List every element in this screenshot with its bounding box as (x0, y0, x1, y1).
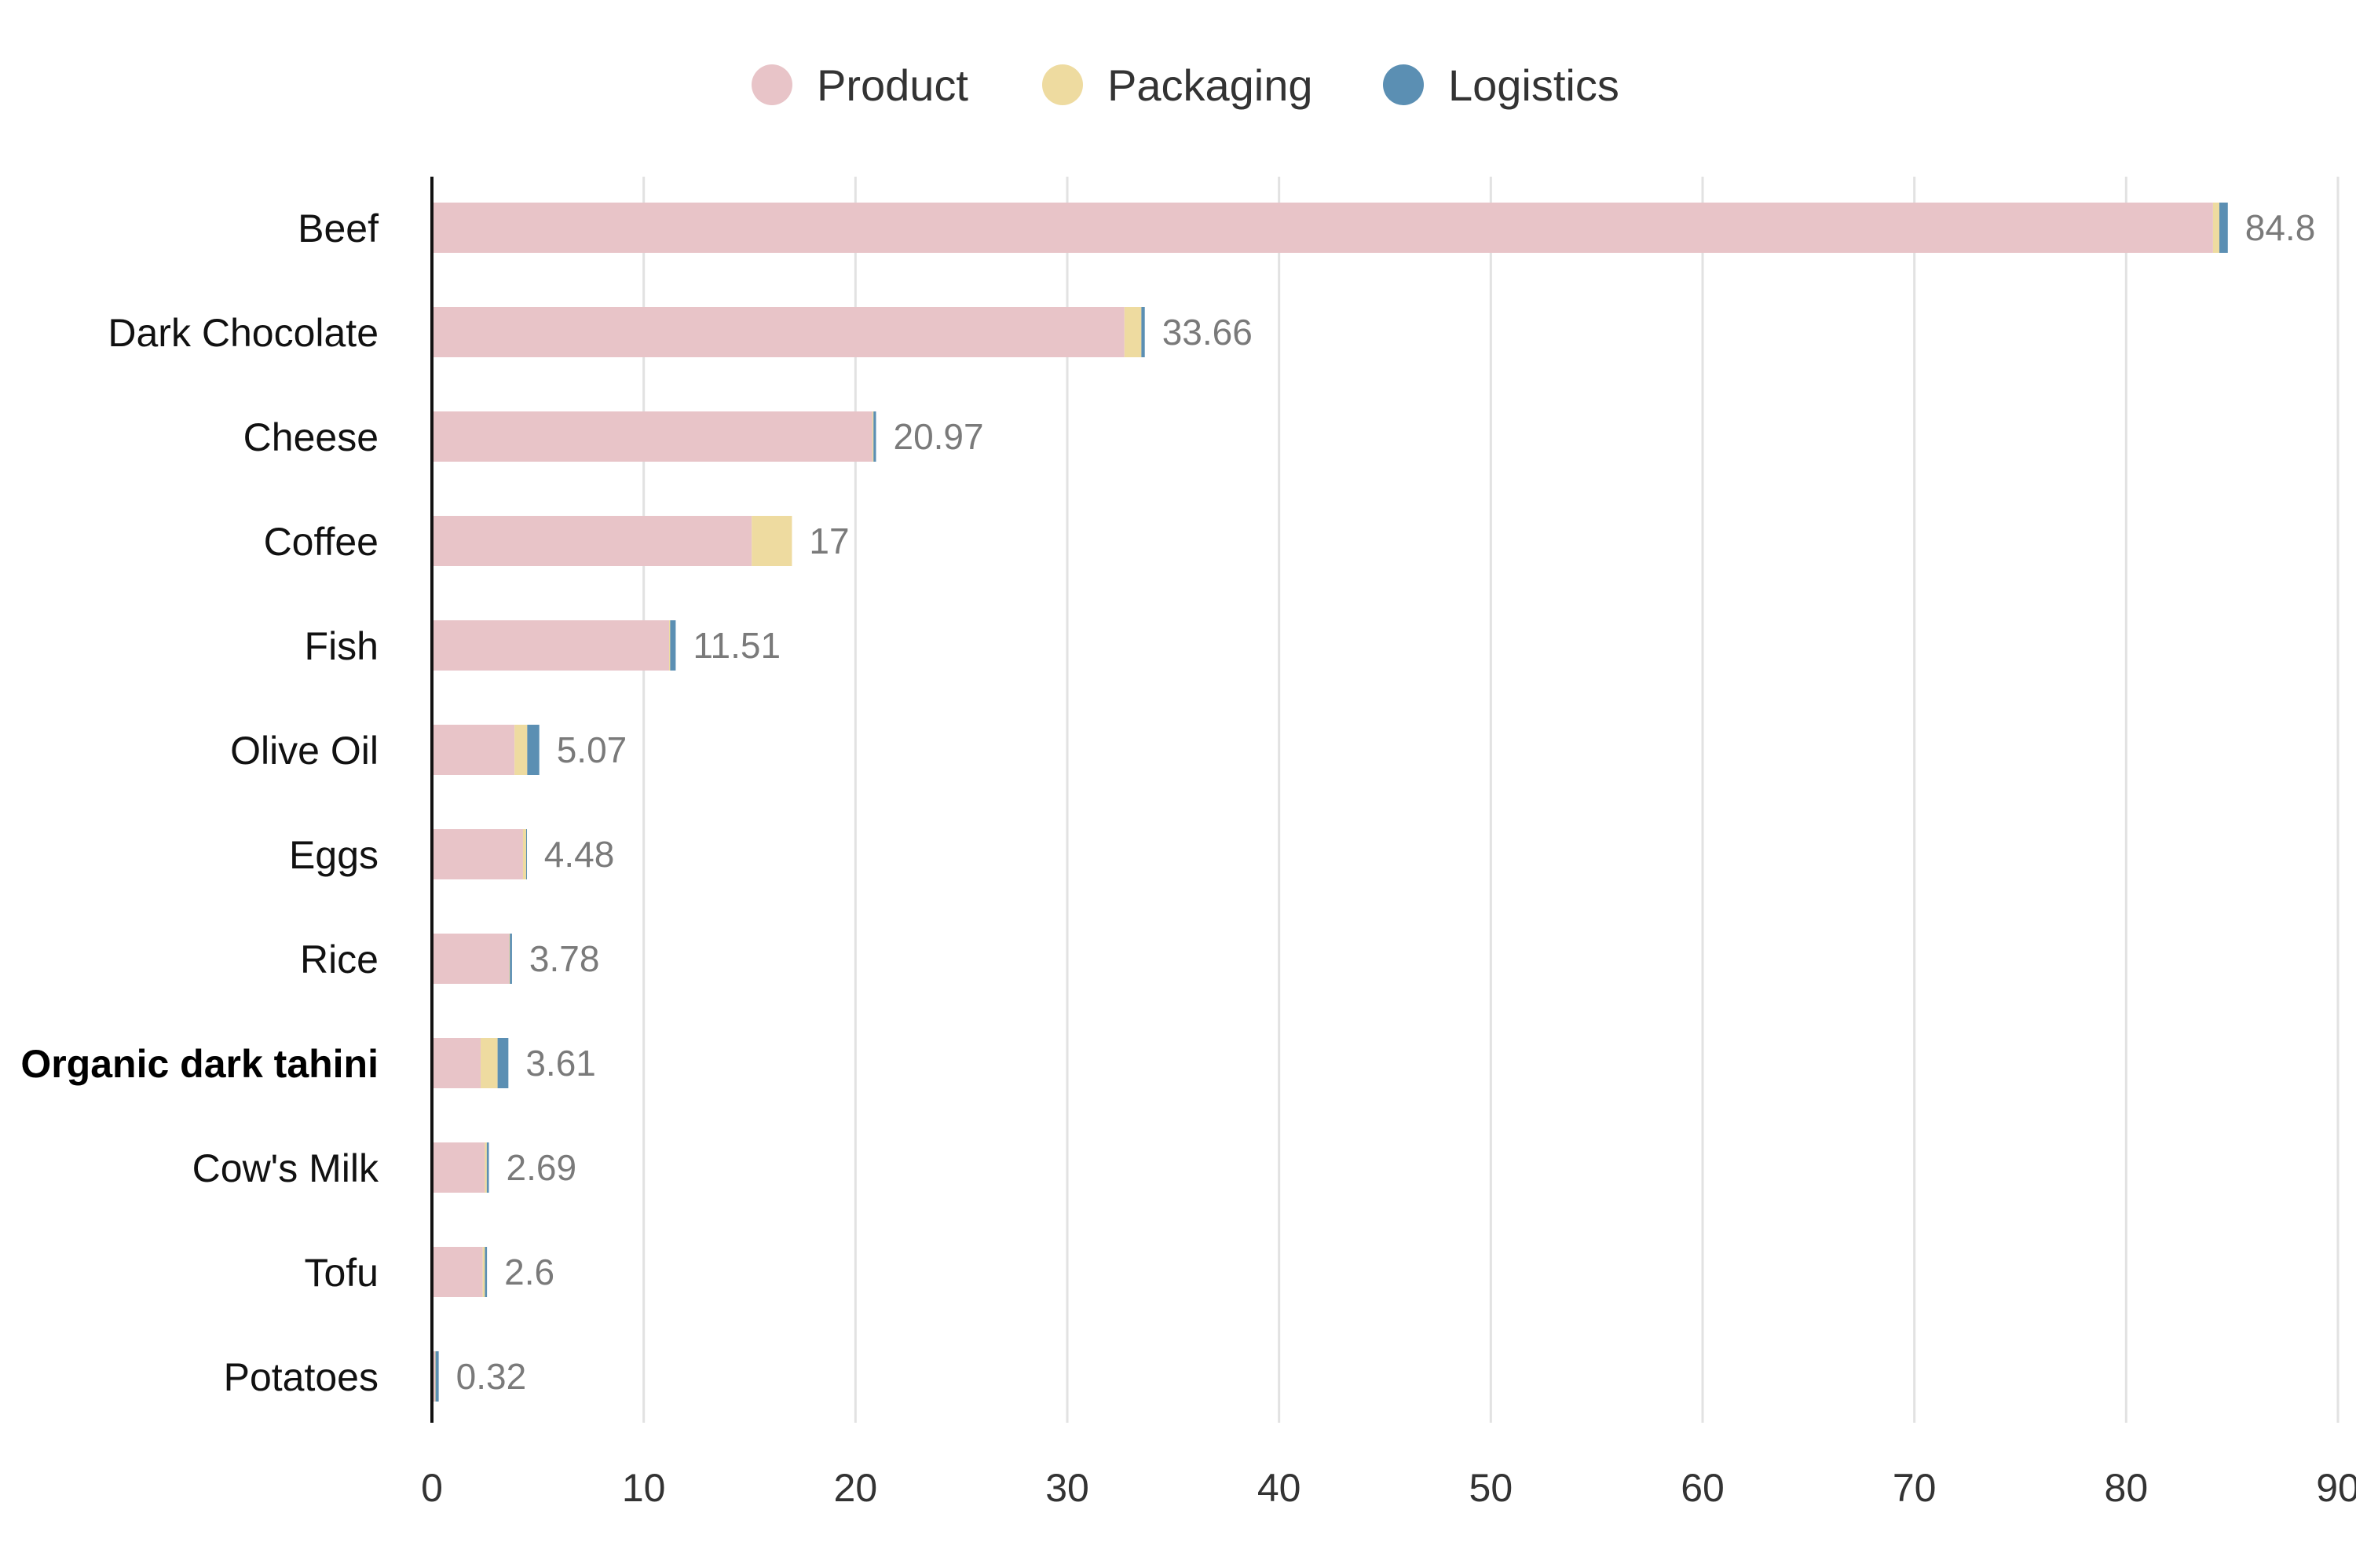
bar-segment-packaging (522, 829, 527, 879)
category-label: Eggs (289, 833, 379, 877)
x-tick-label: 90 (2316, 1466, 2356, 1510)
bar-segment-packaging (435, 1351, 437, 1402)
category-label: Fish (305, 624, 379, 668)
legend-label-packaging: Packaging (1107, 60, 1313, 110)
bar-segment-logistics (526, 829, 528, 879)
legend: Product Packaging Logistics (752, 60, 1619, 110)
bar-total-label: 3.61 (525, 1043, 596, 1084)
bar-segment-logistics (527, 725, 540, 775)
bar-segment-logistics (497, 1038, 509, 1088)
bar-segment-logistics (485, 1247, 488, 1297)
bar-segment-product (432, 411, 873, 462)
bar-segment-product (432, 203, 2213, 253)
x-tick-label: 70 (1893, 1466, 1937, 1510)
labels: 0 10 20 30 40 50 60 70 80 90 84.8 Beef 33.66 Dark Cho… (20, 207, 2356, 1510)
legend-marker-packaging (1042, 64, 1083, 105)
category-label: Rice (300, 938, 379, 981)
bar-segment-logistics (510, 934, 512, 984)
category-label: Beef (298, 207, 379, 250)
category-label: Coffee (264, 520, 379, 564)
bar-segment-product (432, 307, 1125, 357)
gridlines (642, 177, 2340, 1423)
bar-segment-product (432, 934, 510, 984)
x-tick-label: 20 (834, 1466, 878, 1510)
bar-segment-packaging (669, 620, 671, 671)
bar-segment-product (432, 620, 670, 671)
category-label: Cow's Milk (192, 1146, 379, 1190)
bar-segment-packaging (509, 934, 510, 984)
legend-label-logistics: Logistics (1448, 60, 1619, 110)
x-tick-label: 30 (1045, 1466, 1089, 1510)
bar-segment-product (432, 725, 515, 775)
x-tick-label: 0 (421, 1466, 443, 1510)
bar-segment-product (432, 516, 752, 566)
legend-marker-logistics (1383, 64, 1424, 105)
bar-segment-logistics (873, 411, 876, 462)
bar-total-label: 33.66 (1162, 312, 1253, 353)
x-tick-label: 40 (1257, 1466, 1301, 1510)
x-tick-label: 10 (622, 1466, 666, 1510)
bar-segment-logistics (670, 620, 676, 671)
bar-total-label: 11.51 (693, 625, 781, 666)
bar-segment-packaging (1124, 307, 1142, 357)
bar-segment-packaging (2212, 203, 2219, 253)
legend-marker-product (752, 64, 792, 105)
bar-total-label: 5.07 (557, 729, 627, 770)
x-tick-label: 50 (1469, 1466, 1513, 1510)
bar-segment-product (432, 1142, 485, 1193)
category-label: Potatoes (224, 1355, 379, 1399)
bar-segment-packaging (481, 1038, 498, 1088)
bar-total-label: 17 (809, 521, 849, 561)
bar-segment-logistics (2219, 203, 2228, 253)
x-tick-label: 80 (2105, 1466, 2149, 1510)
category-label: Olive Oil (230, 729, 379, 773)
bar-segment-packaging (482, 1247, 485, 1297)
bars (432, 203, 2228, 1402)
bar-total-label: 0.32 (456, 1356, 527, 1397)
bar-segment-logistics (1141, 307, 1145, 357)
category-label: Tofu (304, 1251, 379, 1295)
legend-label-product: Product (817, 60, 968, 110)
bar-segment-packaging (514, 725, 528, 775)
bar-segment-packaging (752, 516, 792, 566)
bar-segment-packaging (485, 1142, 487, 1193)
bar-total-label: 3.78 (529, 938, 600, 979)
bar-segment-product (432, 1351, 436, 1402)
bar-total-label: 2.69 (507, 1147, 577, 1188)
bar-segment-logistics (486, 1142, 489, 1193)
bar-total-label: 4.48 (544, 834, 615, 875)
category-label: Cheese (243, 415, 379, 459)
bar-segment-logistics (435, 1351, 439, 1402)
x-tick-label: 60 (1681, 1466, 1725, 1510)
bar-segment-product (432, 829, 523, 879)
category-label: Organic dark tahini (20, 1042, 379, 1086)
bar-total-label: 84.8 (2245, 207, 2316, 248)
bar-total-label: 2.6 (504, 1252, 554, 1292)
bar-segment-product (432, 1247, 483, 1297)
bar-segment-product (432, 1038, 481, 1088)
bar-total-label: 20.97 (893, 416, 983, 457)
category-label: Dark Chocolate (108, 311, 379, 355)
